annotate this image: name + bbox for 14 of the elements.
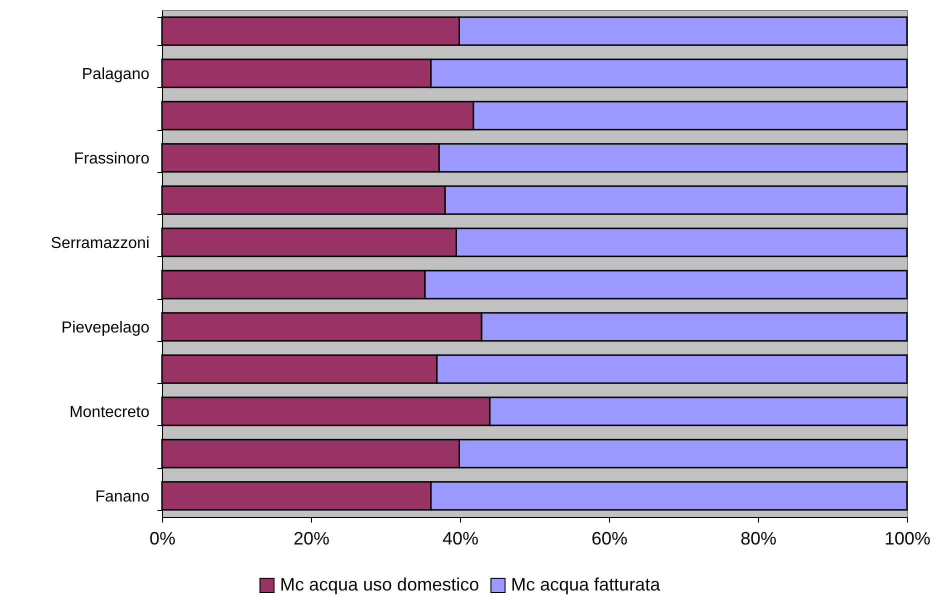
- y-tick-label: Palagano: [82, 66, 150, 83]
- y-tick-label: Serramazzoni: [50, 234, 150, 252]
- x-tick-label: 40%: [442, 528, 479, 548]
- y-tick-label: Fanano: [95, 488, 150, 506]
- x-tick-label: 60%: [591, 528, 628, 548]
- y-tick-label: Montecreto: [69, 404, 150, 421]
- legend-label: Mc acqua fatturata: [511, 574, 662, 594]
- x-tick-label: 100%: [884, 528, 931, 548]
- x-tick-label: 20%: [293, 528, 330, 548]
- legend-label: Mc acqua uso domestico: [280, 574, 480, 594]
- x-tick-label: 0%: [149, 528, 176, 548]
- y-tick-label: Frassinoro: [74, 150, 150, 168]
- y-tick-label: Pievepelago: [61, 319, 150, 336]
- x-tick-label: 80%: [740, 528, 777, 548]
